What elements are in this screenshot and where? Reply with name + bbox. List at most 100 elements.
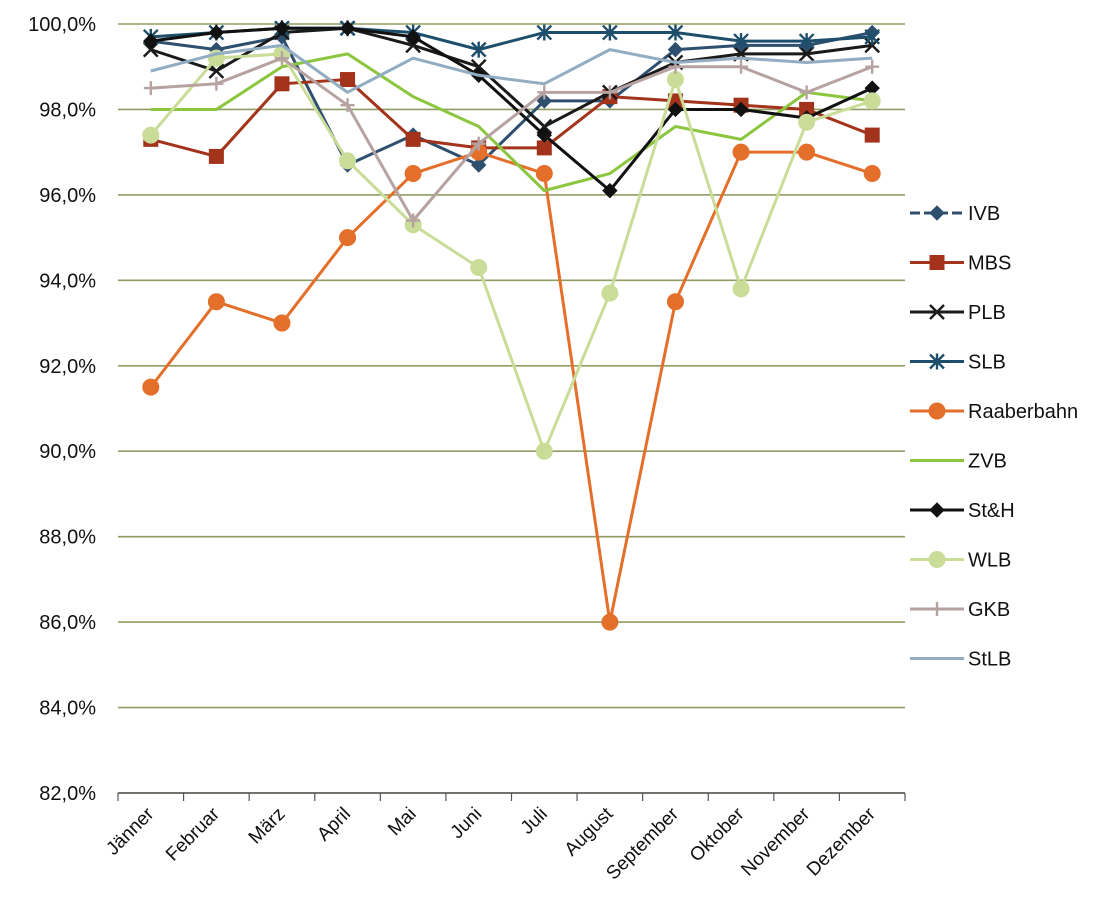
data-point-plb [798, 46, 815, 62]
y-tick-label: 86,0% [39, 612, 96, 634]
series-line-mbs [150, 78, 873, 158]
data-point-gkb [471, 136, 486, 151]
data-point-gkb [143, 81, 158, 96]
data-point-plb [208, 63, 225, 79]
legend-label: GKB [968, 599, 1010, 621]
data-point-wlb [798, 113, 816, 131]
data-point-gkb [274, 51, 289, 66]
legend-marker [929, 304, 945, 320]
data-point-wlb [470, 259, 488, 277]
data-point-st-h [339, 20, 356, 36]
gridlines [118, 23, 905, 794]
y-tick-label: 96,0% [39, 185, 96, 207]
series-lines [142, 20, 881, 631]
legend: IVB MBS PLB SLB Raaberbahn ZVB St&H WLB GKB StLB [910, 203, 1078, 671]
data-point-gkb [734, 59, 749, 74]
y-tick-label: 88,0% [39, 527, 96, 549]
data-point-gkb [865, 59, 880, 74]
legend-label: PLB [968, 302, 1006, 324]
series-line-plb [150, 26, 873, 129]
data-point-mbs [864, 127, 880, 143]
series-line-raaberbahn [149, 150, 873, 624]
series-line-st-h [150, 26, 873, 193]
legend-label: SLB [968, 352, 1006, 374]
legend-item-slb: SLB [910, 352, 1006, 374]
legend-item-raaberbahn: Raaberbahn [910, 401, 1078, 423]
series-line-gkb [150, 56, 873, 223]
data-point-st-h [274, 20, 290, 36]
y-axis: 82,0% 84,0% 86,0% 88,0% 90,0% 92,0% 94,0% 96,0%… [28, 14, 96, 805]
data-point-raaberbahn [732, 143, 750, 161]
data-point-wlb [863, 92, 881, 110]
data-point-raaberbahn [535, 165, 553, 183]
series-line-stlb [150, 43, 873, 94]
legend-marker [930, 602, 944, 616]
data-point-raaberbahn [207, 293, 225, 311]
x-tick-label: Mai [384, 804, 421, 841]
data-point-raaberbahn [666, 293, 684, 311]
x-tick-label: Oktober [686, 803, 749, 866]
data-point-gkb [602, 85, 617, 100]
legend-item-plb: PLB [910, 302, 1006, 324]
data-point-gkb [537, 85, 552, 100]
series-line-wlb [149, 52, 873, 453]
data-point-gkb [406, 213, 421, 228]
data-point-slb [667, 24, 684, 41]
legend-item-gkb: GKB [910, 599, 1010, 621]
data-point-ivb [667, 41, 684, 58]
data-point-st-h [602, 182, 618, 199]
y-tick-label: 100,0% [28, 14, 96, 36]
x-axis: Jänner Februar März April Mai Juni Juli AugustS… [102, 792, 906, 884]
legend-marker [929, 353, 945, 370]
data-point-raaberbahn [601, 613, 619, 631]
y-tick-label: 90,0% [39, 441, 96, 463]
data-point-slb [798, 33, 815, 50]
data-point-raaberbahn [404, 165, 422, 183]
data-point-raaberbahn [863, 165, 881, 183]
series-raaberbahn [142, 143, 881, 631]
y-tick-label: 82,0% [39, 783, 96, 805]
data-point-slb [733, 33, 749, 50]
data-point-slb [864, 28, 881, 45]
data-point-wlb [601, 284, 619, 302]
y-tick-label: 98,0% [39, 99, 96, 121]
data-point-wlb [535, 442, 553, 460]
legend-item-wlb: WLB [910, 550, 1011, 572]
data-point-plb [142, 41, 159, 58]
x-tick-label: Dezember [803, 803, 880, 880]
data-point-slb [470, 41, 487, 58]
y-tick-label: 92,0% [39, 356, 96, 378]
data-point-wlb [339, 152, 357, 170]
series-gkb [143, 51, 880, 228]
data-point-gkb [340, 98, 355, 113]
data-point-wlb [732, 280, 750, 298]
data-point-mbs [340, 72, 356, 88]
data-point-wlb [142, 126, 160, 144]
legend-label: Raaberbahn [968, 401, 1078, 423]
data-point-slb [602, 24, 618, 41]
y-tick-label: 94,0% [39, 270, 96, 292]
data-point-gkb [209, 76, 224, 91]
data-point-gkb [799, 85, 814, 100]
legend-marker [928, 402, 946, 420]
data-point-raaberbahn [142, 378, 160, 396]
data-point-mbs [208, 148, 224, 164]
y-tick-label: 84,0% [39, 698, 96, 720]
legend-item-stlb: StLB [910, 649, 1011, 671]
x-tick-label: November [737, 803, 814, 880]
x-tick-label: Juni [447, 804, 486, 843]
x-tick-label: April [313, 804, 355, 846]
data-point-mbs [536, 140, 552, 156]
legend-label: ZVB [968, 451, 1007, 473]
data-point-st-h [667, 101, 684, 118]
series-slb [142, 20, 881, 58]
legend-item-ivb: IVB [910, 203, 1000, 225]
legend-marker [928, 551, 946, 568]
legend-item-mbs: MBS [910, 253, 1011, 275]
data-point-mbs [405, 131, 421, 147]
legend-label: MBS [968, 253, 1011, 275]
x-tick-label: März [245, 804, 290, 849]
data-point-slb [536, 24, 553, 41]
x-tick-label: Jänner [102, 803, 158, 859]
